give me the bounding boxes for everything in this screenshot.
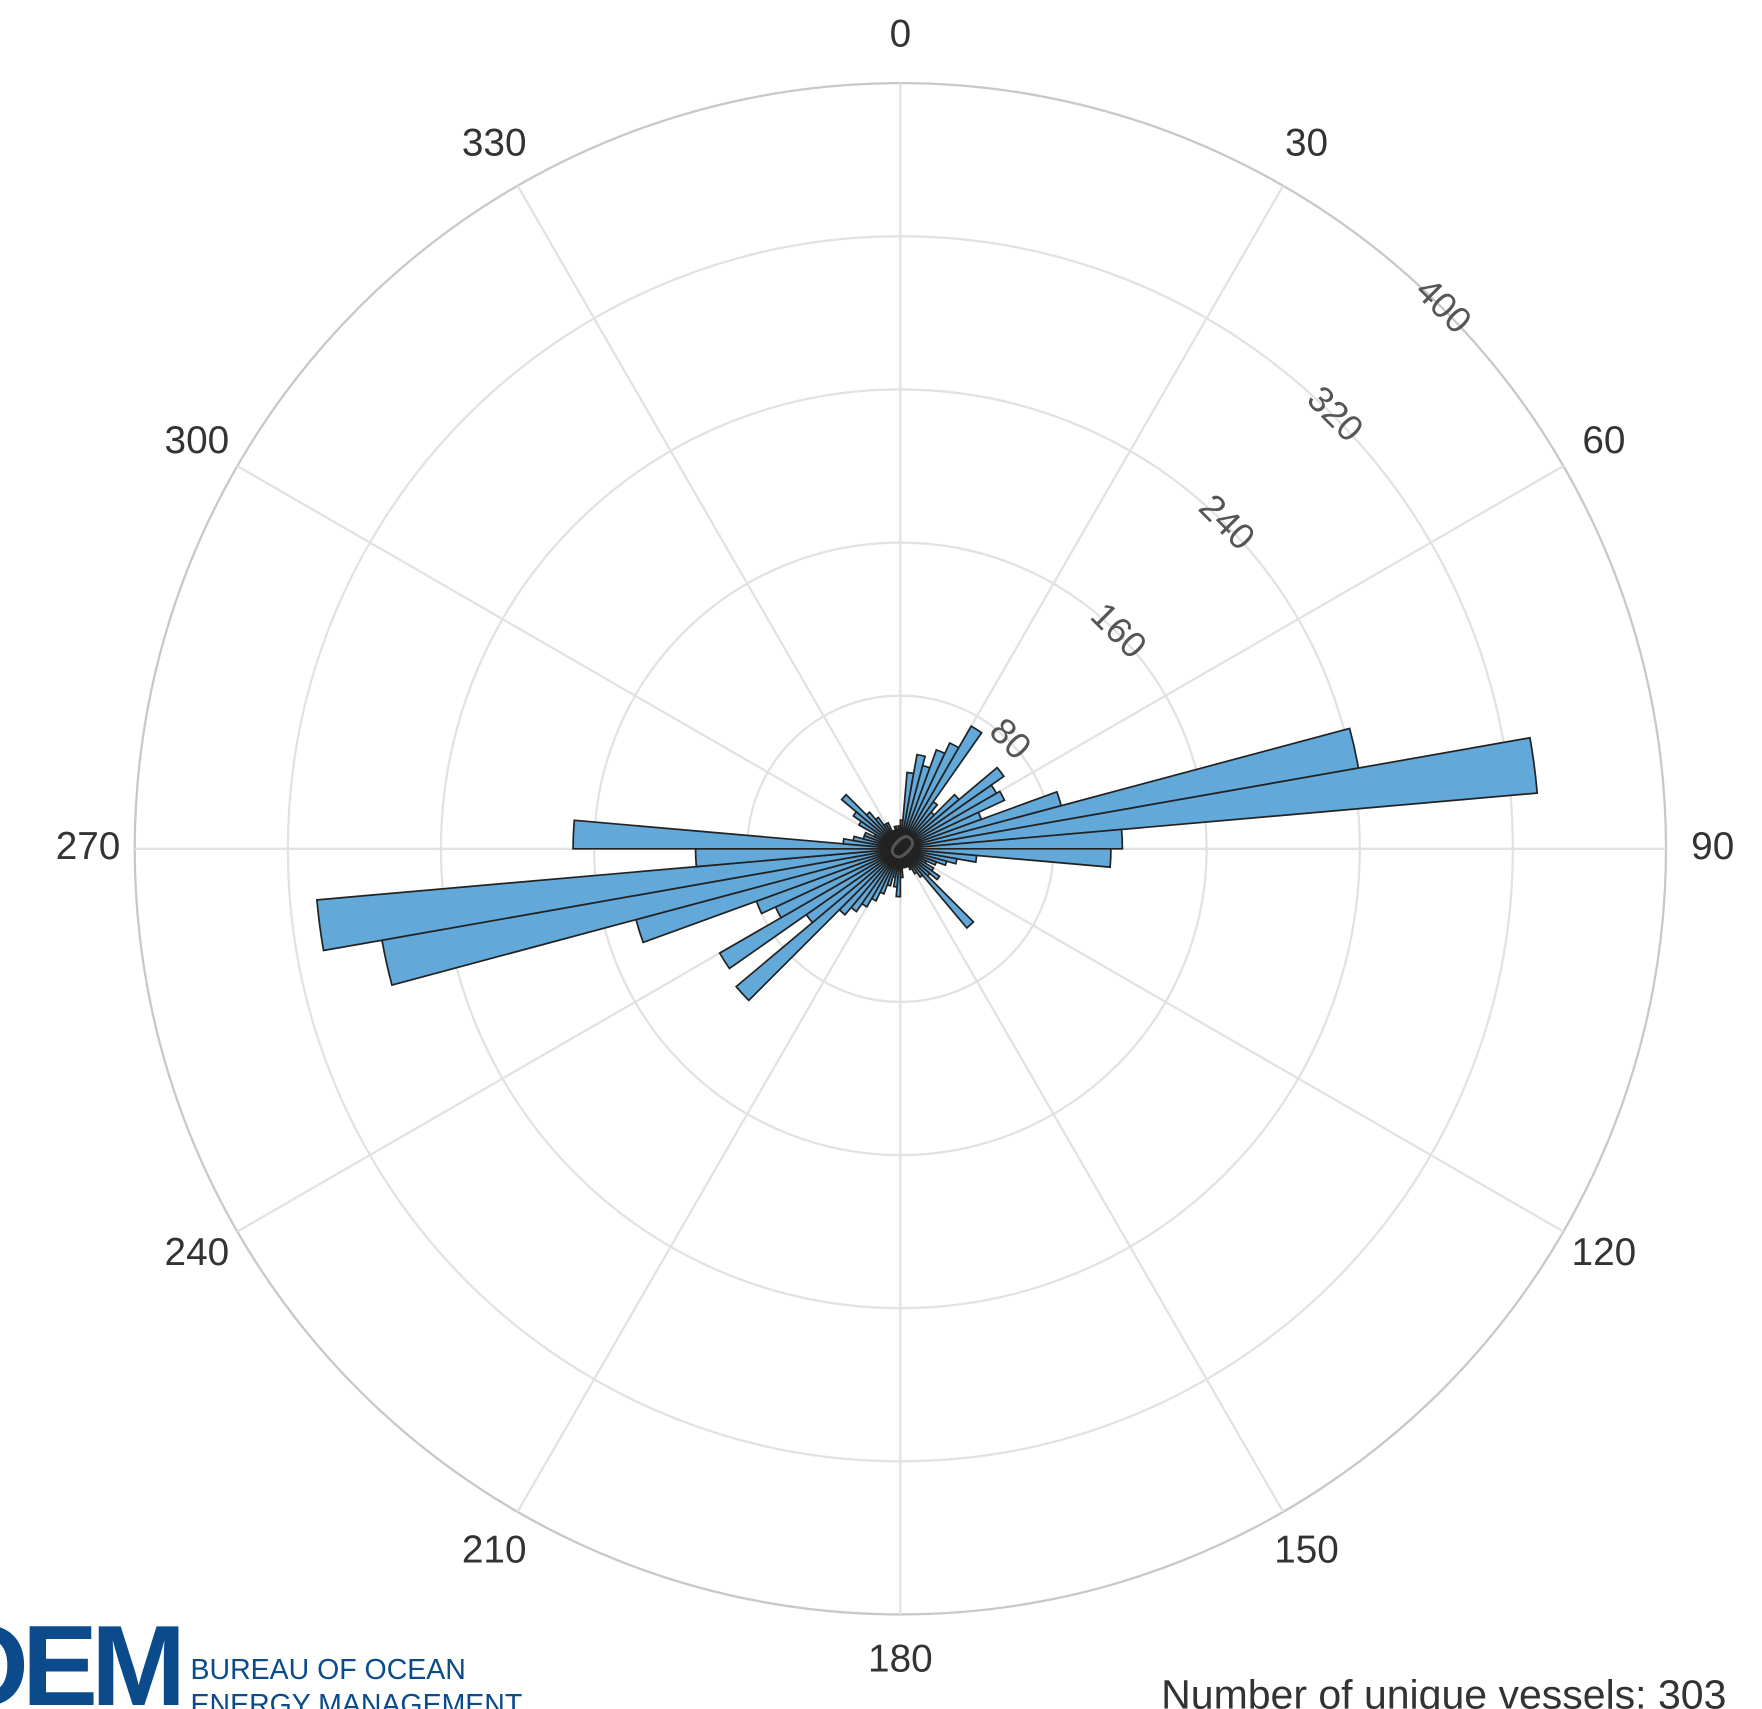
theta-tick-label: 150	[1274, 1529, 1339, 1572]
bar	[900, 828, 1124, 850]
bar	[734, 848, 901, 1002]
logo-mark: BOEM	[0, 1603, 179, 1709]
logo-line: BUREAU OF OCEAN	[191, 1654, 466, 1686]
logo-line: ENERGY MANAGEMENT	[191, 1689, 523, 1709]
r-tick-label: 400	[1408, 269, 1480, 341]
bar	[899, 790, 1006, 850]
bar	[315, 847, 901, 952]
grid-spoke	[516, 848, 902, 1513]
bar	[899, 766, 1006, 850]
grid-spoke	[516, 185, 902, 850]
theta-tick-label: 240	[165, 1231, 230, 1274]
bar	[572, 819, 901, 850]
theta-tick-label: 210	[462, 1529, 527, 1572]
grid-spoke	[899, 847, 1564, 1233]
theta-tick-label: 330	[462, 122, 527, 165]
theta-tick-label: 0	[890, 13, 912, 56]
theta-tick-label: 270	[56, 825, 121, 868]
r-tick-label: 160	[1083, 594, 1155, 666]
bar	[899, 848, 975, 930]
bar	[718, 848, 901, 970]
r-tick-label: 80	[982, 710, 1040, 768]
bar	[897, 824, 902, 849]
grid-spoke	[899, 465, 1564, 850]
bar	[900, 736, 1539, 850]
theta-tick-label: 30	[1285, 122, 1328, 165]
theta-tick-label: 180	[868, 1637, 933, 1680]
bar	[899, 724, 983, 850]
theta-tick-label: 60	[1582, 419, 1625, 462]
r-tick-label: 240	[1191, 486, 1263, 558]
annotation: Number of unique vessels: 303	[1161, 1671, 1726, 1709]
theta-tick-label: 90	[1691, 825, 1734, 868]
grid-spoke	[899, 848, 1285, 1513]
theta-tick-label: 300	[165, 419, 230, 462]
theta-tick-label: 120	[1572, 1231, 1637, 1274]
r-tick-label: 320	[1300, 378, 1372, 450]
grid-spoke	[236, 465, 901, 850]
